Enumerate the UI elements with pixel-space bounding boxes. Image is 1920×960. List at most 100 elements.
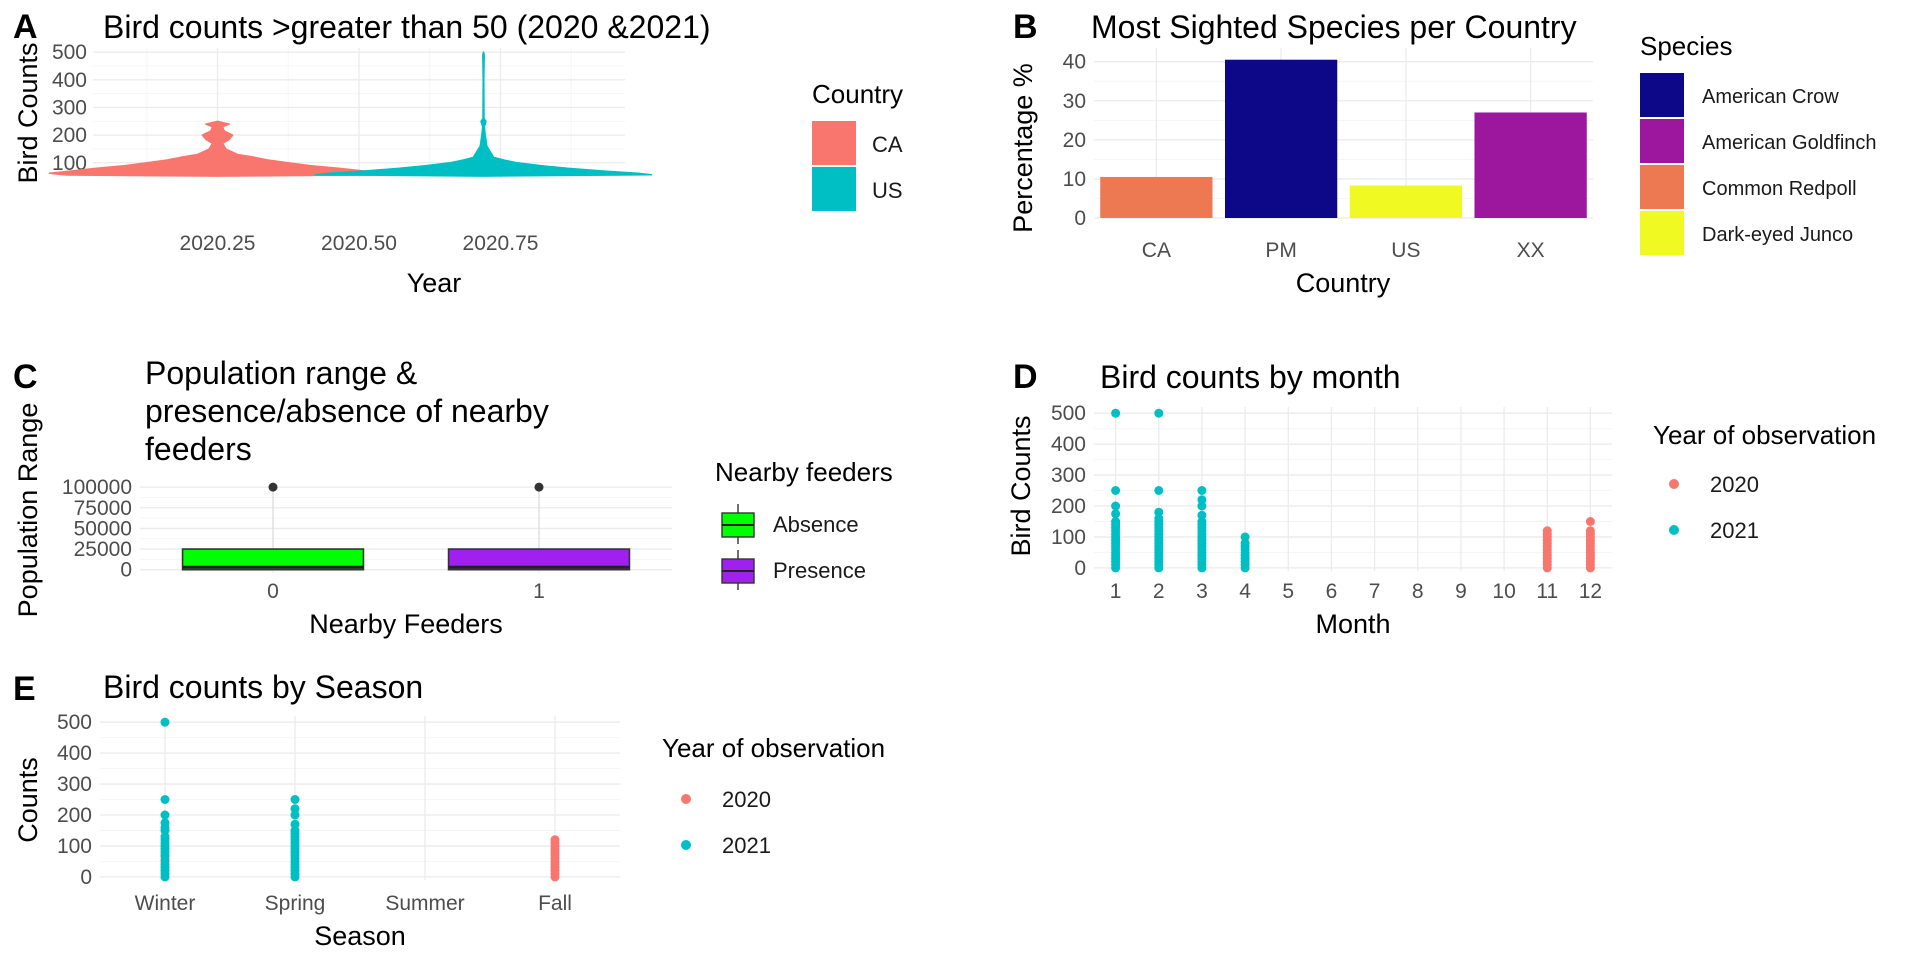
box-0 xyxy=(181,548,365,571)
x-tick-label: 11 xyxy=(1536,580,1558,603)
y-tick-label: 200 xyxy=(57,804,92,827)
x-tick-label: 4 xyxy=(1239,580,1251,603)
x-tick-label: XX xyxy=(1517,239,1545,262)
legend-label: US xyxy=(872,178,903,203)
y-tick-label: 400 xyxy=(1051,433,1086,456)
legend-label: 2021 xyxy=(722,833,771,858)
x-tick-label: PM xyxy=(1265,239,1297,262)
y-tick-label: 300 xyxy=(1051,464,1086,487)
panel-label-b: B xyxy=(1013,8,1038,46)
y-tick-label: 0 xyxy=(120,559,132,582)
x-tick-label: 9 xyxy=(1455,580,1467,603)
y-tick-label: 20 xyxy=(1063,129,1086,152)
y-tick-label: 100000 xyxy=(62,476,132,499)
y-tick-label: 40 xyxy=(1063,51,1086,74)
x-tick-label: 1 xyxy=(533,580,545,603)
point-2021 xyxy=(1111,501,1121,511)
point-2021 xyxy=(1197,501,1207,511)
panel-label-a: A xyxy=(13,8,38,46)
legend-key xyxy=(812,121,856,165)
point-2021 xyxy=(1111,517,1121,526)
y-tick-label: 0 xyxy=(1074,207,1086,230)
point-2021 xyxy=(1111,408,1121,418)
x-axis-title: Nearby Feeders xyxy=(309,609,503,639)
panel-title: Bird counts by month xyxy=(1100,359,1401,395)
outlier-point xyxy=(534,482,544,492)
x-tick-label: 7 xyxy=(1369,580,1381,603)
point-2021 xyxy=(1197,486,1207,495)
legend-key xyxy=(1640,165,1684,209)
legend-key xyxy=(1669,525,1679,535)
y-tick-label: 25000 xyxy=(74,538,132,561)
legend-title: Year of observation xyxy=(1653,420,1876,450)
y-axis-title: Bird Counts xyxy=(1006,415,1036,556)
y-tick-label: 400 xyxy=(52,69,87,92)
point-2021 xyxy=(1197,495,1207,505)
legend-key xyxy=(1669,479,1679,489)
y-tick-label: 0 xyxy=(1074,557,1086,580)
legend-key xyxy=(1640,73,1684,117)
x-tick-label: 2020.75 xyxy=(463,232,539,255)
point-2021 xyxy=(1197,517,1207,526)
x-axis-title: Country xyxy=(1296,268,1391,298)
panel-title-line: presence/absence of nearby xyxy=(145,393,549,429)
panel-b: 0 10 20 30 40 CA PM US XX B Most Sighted Species p… xyxy=(1008,8,1877,298)
y-axis-title: Counts xyxy=(13,757,43,843)
point-2021 xyxy=(1154,513,1164,523)
x-axis-title: Month xyxy=(1315,609,1390,639)
point-2020 xyxy=(1585,526,1595,536)
y-tick-label: 500 xyxy=(1051,402,1086,425)
x-tick-label: 1 xyxy=(1110,580,1122,603)
point-2021 xyxy=(160,810,170,820)
y-tick-label: 500 xyxy=(57,711,92,734)
x-tick-label: Spring xyxy=(265,892,326,915)
legend-title: Species xyxy=(1640,31,1733,61)
panel-title-line: Population range & xyxy=(145,355,417,391)
legend-title: Country xyxy=(812,79,903,109)
x-tick-label: 0 xyxy=(267,580,279,603)
point-2021 xyxy=(1111,486,1121,495)
x-tick-label: CA xyxy=(1142,239,1171,262)
point-2021 xyxy=(160,717,170,727)
y-axis-title: Percentage % xyxy=(1008,63,1038,233)
y-tick-label: 100 xyxy=(52,152,87,175)
point-2020 xyxy=(1542,526,1552,536)
legend-key xyxy=(812,167,856,211)
x-tick-label: 2020.25 xyxy=(180,232,256,255)
point-2021 xyxy=(160,795,170,804)
legend-label: American Goldfinch xyxy=(1702,132,1877,154)
legend-label: Dark-eyed Junco xyxy=(1702,224,1853,246)
point-2021 xyxy=(1154,408,1164,418)
y-axis-title: Bird Counts xyxy=(13,42,43,183)
box-1 xyxy=(447,548,631,571)
point-2021 xyxy=(160,818,170,828)
legend-label: Presence xyxy=(773,558,866,583)
panel-e: 0 100 200 300 400 500 Winter Spring Summer Fall E B… xyxy=(13,669,885,951)
violin-ca xyxy=(48,120,387,177)
point-2021 xyxy=(290,795,300,804)
panel-label-e: E xyxy=(13,670,36,708)
x-tick-label: Summer xyxy=(385,892,464,915)
point-2021 xyxy=(1154,486,1164,495)
point-2021 xyxy=(290,819,300,829)
legend-title: Nearby feeders xyxy=(715,457,893,487)
bar-xx xyxy=(1474,112,1587,218)
point-2021 xyxy=(1111,509,1121,519)
x-tick-label: Winter xyxy=(135,892,196,915)
x-tick-label: 3 xyxy=(1196,580,1208,603)
legend-label: Absence xyxy=(773,512,859,537)
point-2021 xyxy=(290,826,300,835)
y-tick-label: 100 xyxy=(57,835,92,858)
x-tick-label: 5 xyxy=(1282,580,1294,603)
legend-key xyxy=(1640,211,1684,255)
legend-label: 2021 xyxy=(1710,518,1759,543)
y-tick-label: 500 xyxy=(52,41,87,64)
legend-label: 2020 xyxy=(1710,472,1759,497)
y-tick-label: 50000 xyxy=(74,517,132,540)
bar-us xyxy=(1349,185,1463,218)
y-tick-label: 200 xyxy=(52,124,87,147)
bar-ca xyxy=(1100,176,1213,218)
point-2021 xyxy=(1240,538,1250,548)
